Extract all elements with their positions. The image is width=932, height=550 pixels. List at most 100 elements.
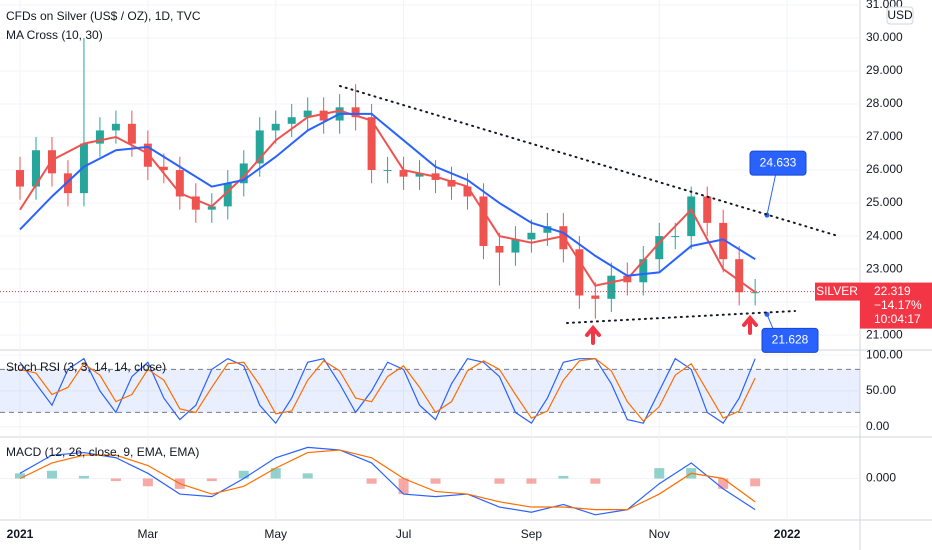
histogram-bar: [110, 478, 121, 482]
candle-body: [463, 186, 472, 197]
indicator-label: MA Cross (10, 30): [6, 28, 103, 42]
y-tick-label: 24.000: [866, 228, 903, 242]
x-tick-label: May: [264, 527, 287, 541]
histogram-bar: [78, 475, 89, 479]
histogram-bar: [366, 478, 377, 484]
histogram-bar: [46, 470, 57, 479]
candle-body: [575, 249, 584, 296]
x-tick-label: Nov: [649, 527, 670, 541]
candle-body: [495, 245, 504, 253]
candle-body: [687, 196, 696, 237]
histogram-bar: [270, 468, 281, 479]
x-tick-label: Jul: [396, 527, 411, 541]
symbol-box: [815, 282, 860, 301]
x-tick-label: 2022: [774, 527, 801, 541]
candle-body: [543, 226, 552, 233]
candle-body: [223, 183, 232, 207]
candle-body: [287, 117, 296, 124]
y-tick-label: 0.000: [866, 471, 896, 485]
y-tick-label: 50.00: [866, 383, 896, 397]
candle-body: [143, 143, 152, 167]
histogram-bar: [142, 478, 153, 487]
series-line: [19, 109, 756, 294]
candle-body: [399, 170, 408, 177]
y-tick-label: 0.00: [866, 419, 890, 433]
callout-label: 21.628: [772, 333, 809, 347]
trend-line: [339, 85, 839, 237]
candle-body: [607, 275, 616, 299]
candle-body: [255, 130, 264, 164]
y-tick-label: 25.000: [866, 195, 903, 209]
candle-body: [511, 239, 520, 253]
histogram-bar: [526, 478, 537, 484]
callout-box: [749, 150, 807, 176]
candle-body: [367, 117, 376, 171]
last-price: 22.319: [874, 284, 911, 298]
histogram-bar: [494, 478, 505, 484]
candle-body: [159, 166, 168, 171]
candle-body: [671, 236, 680, 238]
indicator-label: Stoch RSI (3, 3, 14, 14, close): [6, 360, 166, 374]
y-tick-label: 21.000: [866, 327, 903, 341]
candle-body: [591, 295, 600, 299]
candle-body: [239, 163, 248, 184]
candle-body: [639, 259, 648, 283]
arrow: [742, 314, 758, 335]
histogram-bar: [558, 475, 569, 479]
y-tick-label: 28.000: [866, 96, 903, 110]
candle-body: [303, 110, 312, 118]
change: −14.17%: [874, 298, 922, 312]
candle-body: [751, 292, 760, 294]
y-tick-label: 26.000: [866, 162, 903, 176]
candle-body: [703, 196, 712, 223]
candle-body: [351, 107, 360, 118]
band-fill: [0, 369, 860, 413]
histogram-bar: [590, 478, 601, 484]
histogram-bar: [718, 478, 729, 489]
candle-body: [447, 179, 456, 187]
histogram-bar: [206, 478, 217, 482]
trend-line: [566, 310, 796, 324]
y-tick-label: 23.000: [866, 261, 903, 275]
candle-body: [735, 259, 744, 293]
candle-body: [415, 173, 424, 177]
x-tick-label: Mar: [138, 527, 159, 541]
chart-title: CFDs on Silver (US$ / OZ), 1D, TVC: [6, 9, 201, 23]
candle-body: [655, 236, 664, 260]
candle-body: [31, 150, 40, 187]
candle-body: [383, 170, 392, 172]
y-tick-label: 27.000: [866, 129, 903, 143]
candle-body: [719, 222, 728, 260]
candle-body: [95, 130, 104, 144]
histogram-bar: [654, 468, 665, 479]
series-line: [19, 449, 756, 511]
candle-body: [111, 123, 120, 131]
currency: USD: [887, 8, 913, 22]
x-tick-label: Sep: [521, 527, 543, 541]
histogram-bar: [750, 478, 761, 487]
callout-label: 24.633: [760, 155, 797, 169]
candle-body: [191, 196, 200, 210]
series-line: [19, 358, 756, 422]
histogram-bar: [430, 478, 441, 484]
histogram-bar: [15, 473, 26, 479]
candle-body: [527, 232, 536, 240]
indicator-label: MACD (12, 26, close, 9, EMA, EMA): [6, 445, 199, 459]
candle-body: [79, 143, 88, 194]
currency-box[interactable]: [886, 6, 914, 25]
candle-body: [207, 206, 216, 210]
y-tick-label: 29.000: [866, 63, 903, 77]
histogram-bar: [302, 473, 313, 479]
candle-body: [479, 196, 488, 246]
y-tick-label: 30.000: [866, 30, 903, 44]
candle-body: [319, 110, 328, 121]
y-tick-label: 100.00: [866, 347, 903, 361]
histogram-bar: [238, 470, 249, 479]
candle-body: [16, 170, 25, 187]
price-tag: [860, 282, 932, 329]
countdown: 10:04:17: [874, 312, 921, 326]
callout-box: [761, 327, 819, 353]
